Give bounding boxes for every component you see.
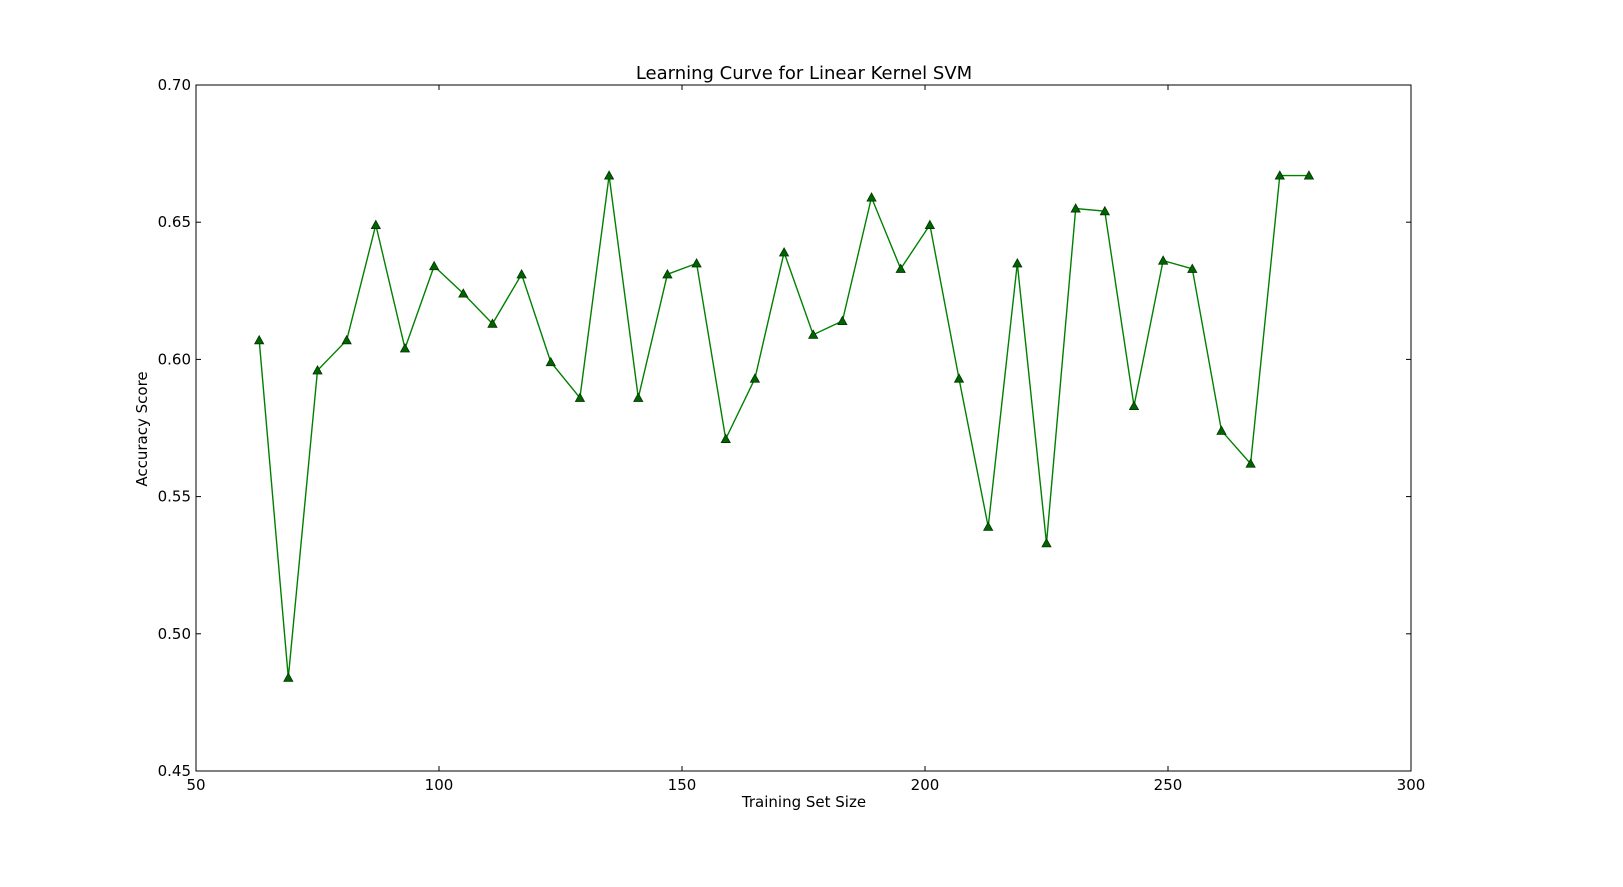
data-point — [1216, 425, 1227, 435]
x-tick-label: 150 — [668, 776, 697, 794]
data-point — [983, 521, 994, 531]
x-tick-label: 200 — [911, 776, 940, 794]
data-point — [691, 258, 702, 268]
x-tick-label: 300 — [1397, 776, 1426, 794]
data-point — [254, 334, 265, 345]
data-point — [924, 219, 936, 229]
y-tick-label: 0.50 — [158, 625, 191, 643]
data-point — [1274, 170, 1285, 180]
data-point — [837, 315, 848, 325]
data-point — [428, 260, 440, 271]
y-tick-label: 0.45 — [158, 762, 191, 780]
y-axis: 0.45 0.50 0.55 0.60 0.65 0.70 — [158, 76, 1411, 780]
y-tick-label: 0.70 — [158, 76, 191, 94]
data-point — [1041, 537, 1052, 548]
data-point — [283, 672, 294, 682]
x-axis-label: Training Set Size — [741, 793, 866, 811]
data-point — [1128, 400, 1140, 411]
plot-area — [254, 170, 1315, 682]
x-tick-label: 50 — [186, 776, 205, 794]
data-point — [1099, 205, 1110, 216]
data-point — [1187, 263, 1198, 273]
data-point — [370, 219, 381, 229]
plot-frame — [195, 84, 1412, 772]
data-point — [312, 365, 323, 375]
data-point — [458, 288, 469, 298]
y-axis-label: Accuracy Score — [133, 371, 151, 486]
data-point — [866, 192, 877, 202]
x-axis: 50 100 150 200 250 300 — [186, 85, 1425, 794]
data-point — [1070, 203, 1081, 213]
data-point — [341, 334, 352, 345]
data-point — [399, 343, 411, 353]
x-tick-label: 100 — [425, 776, 454, 794]
data-point — [574, 392, 586, 402]
data-point — [953, 373, 965, 383]
data-point — [808, 329, 819, 339]
data-point — [545, 356, 556, 367]
data-point — [720, 433, 731, 443]
chart-title: Learning Curve for Linear Kernel SVM — [636, 63, 972, 84]
data-point — [1245, 458, 1256, 468]
data-point — [1012, 258, 1023, 268]
data-point — [487, 318, 498, 328]
data-point — [633, 392, 644, 402]
data-point — [603, 170, 615, 180]
data-point — [516, 269, 527, 279]
data-point — [1157, 255, 1169, 265]
data-point — [778, 247, 790, 257]
x-tick-label: 250 — [1154, 776, 1183, 794]
y-tick-label: 0.55 — [158, 488, 191, 506]
data-point — [895, 263, 906, 273]
data-point — [662, 269, 673, 279]
data-point — [749, 373, 761, 383]
data-point — [1303, 170, 1315, 180]
y-tick-label: 0.60 — [158, 350, 191, 368]
y-tick-label: 0.65 — [158, 213, 191, 231]
